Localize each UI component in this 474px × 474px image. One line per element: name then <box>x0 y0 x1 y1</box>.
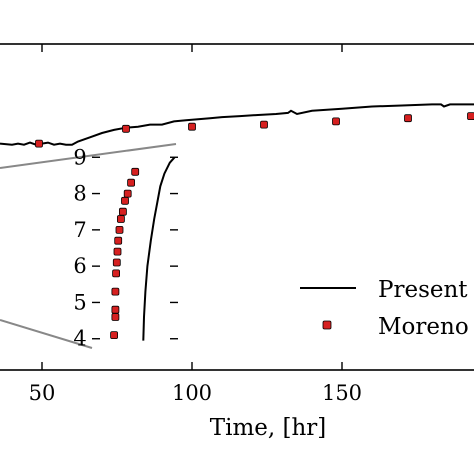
inset-data-point-moreno <box>123 189 132 198</box>
inset-data-point-moreno <box>114 236 123 245</box>
x-tick-label: 100 <box>172 381 212 405</box>
series-line-present <box>0 103 474 146</box>
inset-data-point-moreno <box>111 305 120 314</box>
data-point-moreno <box>35 139 43 148</box>
inset-y-tick-label: 5 <box>73 290 86 314</box>
data-point-moreno <box>188 122 196 131</box>
inset-data-point-moreno <box>112 258 121 267</box>
data-point-moreno <box>260 120 268 129</box>
x-tick-label: 150 <box>322 381 362 405</box>
data-point-moreno <box>467 112 474 120</box>
x-tick-label: 50 <box>29 381 56 405</box>
inset-data-point-moreno <box>115 225 124 234</box>
inset-y-tick-label: 7 <box>73 218 86 242</box>
x-axis: 50 100 150 <box>29 44 362 405</box>
x-axis-label: Time, [hr] <box>210 415 327 441</box>
data-point-moreno <box>404 114 412 123</box>
legend-entry-moreno: Moreno e <box>378 314 474 340</box>
inset-y-tick-label: 4 <box>73 327 86 351</box>
inset-data-point-moreno <box>111 313 120 321</box>
inset-data-point-moreno <box>111 287 120 296</box>
legend: Present s Moreno e <box>300 277 474 340</box>
inset-data-point-moreno <box>119 207 127 216</box>
inset-data-point-moreno <box>131 167 140 176</box>
inset-data-point-moreno <box>110 331 118 340</box>
data-point-moreno <box>332 117 340 126</box>
data-point-moreno <box>122 124 130 133</box>
inset-y-tick-label: 6 <box>73 254 86 278</box>
legend-point-marker <box>322 320 332 330</box>
main-plot: 50 100 150 Time, [hr] <box>0 43 474 441</box>
inset-connector-top <box>0 143 177 169</box>
inset-data-point-moreno <box>121 196 129 205</box>
inset-plot: 4 5 6 7 8 9 <box>73 145 178 351</box>
inset-data-point-moreno <box>127 178 135 187</box>
inset-data-point-moreno <box>117 215 125 223</box>
inset-connectors <box>0 143 177 349</box>
plot-frame <box>0 43 474 371</box>
inset-data-point-moreno <box>112 269 120 278</box>
inset-connector-bottom <box>0 319 93 349</box>
inset-y-tick-label: 8 <box>73 182 86 206</box>
legend-entry-present: Present s <box>378 277 474 303</box>
main-series <box>0 103 474 148</box>
inset-data-point-moreno <box>113 247 122 256</box>
inset-y-tick-label: 9 <box>73 145 86 169</box>
inset-series-line-present <box>142 156 176 341</box>
inset-y-axis: 4 5 6 7 8 9 <box>73 145 178 351</box>
inset-series <box>110 156 176 341</box>
